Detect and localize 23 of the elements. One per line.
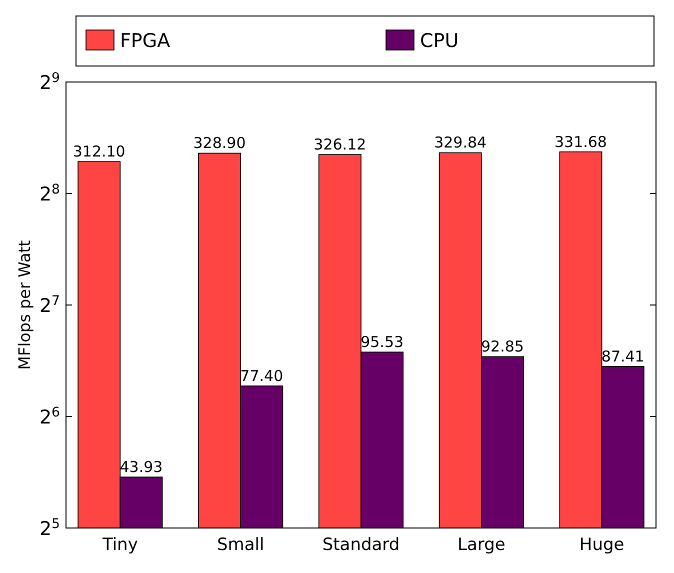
- x-tick-label: Small: [216, 535, 264, 555]
- y-tick-label: 2$^{5}$: [39, 516, 60, 540]
- data-label: 95.53: [360, 333, 404, 352]
- data-label: 331.68: [554, 132, 607, 151]
- legend-label: CPU: [420, 30, 459, 52]
- y-tick-label: 2$^{9}$: [39, 70, 60, 94]
- data-label: 329.84: [434, 134, 487, 152]
- x-tick-label: Standard: [322, 535, 400, 555]
- x-tick-label: Huge: [579, 535, 624, 555]
- x-tick-label: Large: [457, 535, 506, 555]
- data-label: 326.12: [314, 136, 366, 154]
- data-label: 312.10: [72, 142, 126, 161]
- y-tick-label: 2$^{8}$: [39, 182, 60, 206]
- data-label: 87.41: [601, 347, 644, 366]
- y-axis-title: MFlops per Watt: [15, 240, 34, 370]
- legend-label: FPGA: [120, 30, 170, 52]
- y-tick-label: 2$^{7}$: [39, 294, 60, 317]
- data-label: 328.90: [193, 134, 246, 152]
- data-label: 77.40: [240, 366, 284, 385]
- y-tick-label: 2$^{6}$: [39, 405, 60, 428]
- data-label: 92.85: [481, 338, 524, 356]
- data-label: 43.93: [120, 458, 163, 476]
- x-tick-label: Tiny: [101, 535, 138, 555]
